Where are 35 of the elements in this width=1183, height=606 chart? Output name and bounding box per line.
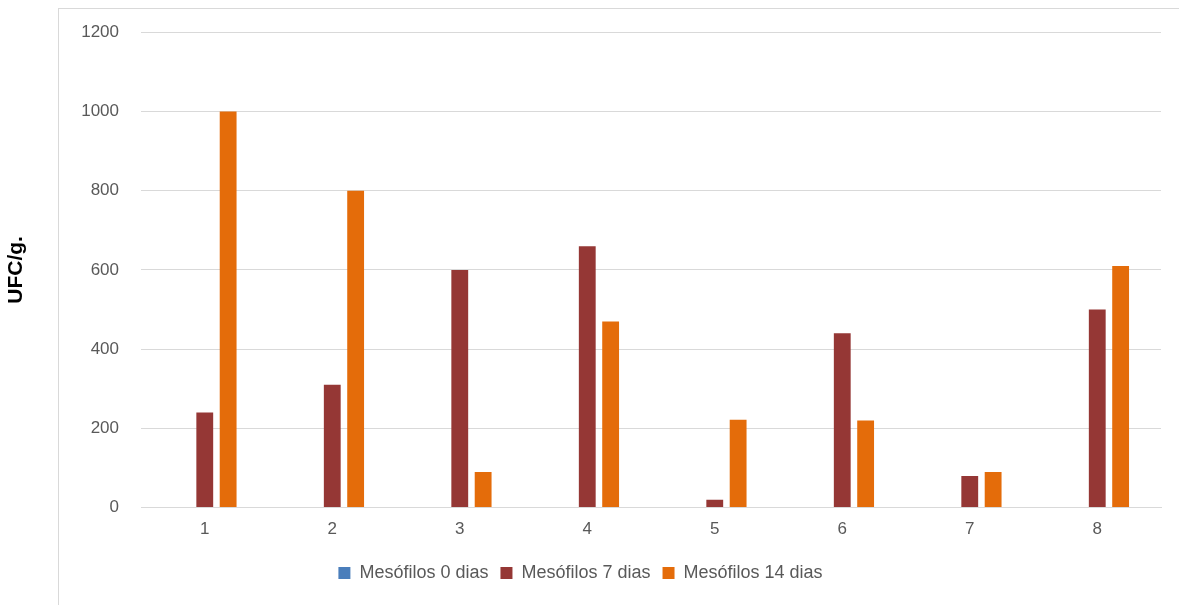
y-axis-title: UFC/g. [3,236,27,304]
x-tick-label: 2 [327,519,337,539]
y-tick-label: 600 [90,259,120,279]
legend-label: Mesófilos 14 dias [683,561,823,582]
legend-label: Mesófilos 0 dias [359,561,489,582]
y-tick-label: 400 [90,338,120,358]
bar [451,269,469,508]
bar [1088,309,1106,508]
bar [347,190,365,508]
y-tick-label: 800 [90,180,120,200]
bar [602,321,620,508]
bar [984,471,1002,508]
bar [323,384,341,508]
bar [219,111,237,508]
bar [857,420,875,508]
bar [833,333,851,508]
bar [1112,265,1130,508]
bar [729,419,747,508]
x-tick-label: 7 [965,519,975,539]
x-tick-label: 5 [710,519,720,539]
x-tick-label: 1 [200,519,210,539]
x-tick-label: 3 [455,519,465,539]
y-tick-label: 1000 [81,101,120,121]
x-tick-label: 8 [1092,519,1102,539]
bar [474,471,492,508]
legend-label: Mesófilos 7 dias [521,561,651,582]
bar [706,499,724,508]
y-tick-label: 1200 [81,21,120,41]
bar [196,412,214,508]
x-tick-label: 6 [837,519,847,539]
bar [578,246,596,508]
y-tick-label: 200 [90,418,120,438]
y-tick-label: 0 [109,497,120,517]
x-tick-label: 4 [582,519,592,539]
bar [961,475,979,508]
